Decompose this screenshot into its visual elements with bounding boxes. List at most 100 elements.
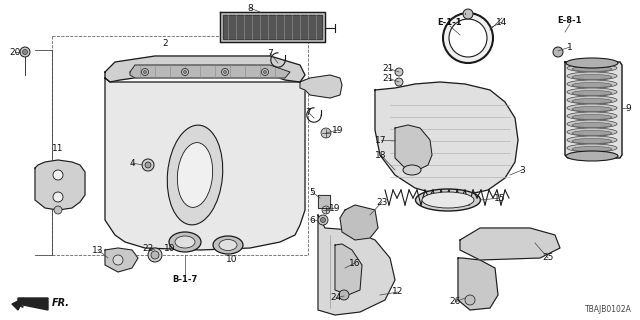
Circle shape [148,248,162,262]
Ellipse shape [572,123,612,127]
Polygon shape [105,56,305,82]
Text: E-1-1: E-1-1 [438,18,462,27]
Text: 10: 10 [227,255,237,265]
Circle shape [20,47,30,57]
Text: 25: 25 [542,253,554,262]
Polygon shape [458,258,498,310]
Text: 2: 2 [162,38,168,47]
Ellipse shape [572,107,612,111]
Polygon shape [318,195,330,208]
Text: 9: 9 [625,103,631,113]
Circle shape [184,70,186,74]
Ellipse shape [567,88,617,96]
Polygon shape [335,244,362,295]
Polygon shape [130,65,290,78]
Ellipse shape [213,236,243,254]
Ellipse shape [572,115,612,119]
Circle shape [321,128,331,138]
Circle shape [443,13,493,63]
Ellipse shape [567,104,617,112]
Text: 17: 17 [375,135,387,145]
Text: 12: 12 [392,287,404,297]
Circle shape [151,251,159,259]
Circle shape [223,70,227,74]
Text: 20: 20 [10,47,20,57]
Circle shape [142,159,154,171]
Text: FR.: FR. [52,298,70,308]
Ellipse shape [175,236,195,248]
Text: E-8-1: E-8-1 [557,15,582,25]
Text: 10: 10 [164,244,176,252]
Circle shape [262,68,269,76]
Polygon shape [318,215,395,315]
Text: 11: 11 [52,143,64,153]
Ellipse shape [572,139,612,143]
Ellipse shape [566,151,618,161]
Circle shape [182,68,189,76]
Polygon shape [375,82,518,195]
Polygon shape [223,15,322,39]
Circle shape [395,78,403,86]
Ellipse shape [567,96,617,104]
Ellipse shape [177,143,212,207]
Ellipse shape [572,83,612,87]
Circle shape [143,70,147,74]
Ellipse shape [572,131,612,135]
Text: 26: 26 [449,298,461,307]
Circle shape [54,206,62,214]
Ellipse shape [567,112,617,120]
Ellipse shape [566,58,618,68]
Polygon shape [220,12,325,42]
Text: 7: 7 [267,49,273,58]
Text: 5: 5 [309,188,315,196]
Ellipse shape [403,165,421,175]
Ellipse shape [567,136,617,144]
Circle shape [449,19,487,57]
Ellipse shape [567,64,617,72]
Text: 19: 19 [332,125,344,134]
Polygon shape [460,228,560,260]
Ellipse shape [572,91,612,95]
Ellipse shape [572,67,612,71]
Text: 16: 16 [349,259,361,268]
Polygon shape [105,78,305,250]
Ellipse shape [422,192,474,208]
Text: 19: 19 [329,204,340,212]
Polygon shape [35,160,85,210]
Ellipse shape [567,128,617,136]
Circle shape [53,170,63,180]
Text: 7: 7 [305,108,311,116]
Text: 8: 8 [247,4,253,12]
Circle shape [22,50,28,54]
Circle shape [221,68,228,76]
Text: 21: 21 [382,74,394,83]
Polygon shape [395,125,432,170]
Text: 1: 1 [567,43,573,52]
Circle shape [463,9,473,19]
Ellipse shape [567,152,617,160]
Text: 24: 24 [330,293,342,302]
Text: 23: 23 [376,197,388,206]
Circle shape [322,206,330,214]
Ellipse shape [567,120,617,128]
Circle shape [141,68,148,76]
Polygon shape [18,298,48,310]
Text: TBAJB0102A: TBAJB0102A [585,305,632,314]
Ellipse shape [572,75,612,79]
Circle shape [145,162,151,168]
Ellipse shape [169,232,201,252]
Ellipse shape [567,144,617,152]
Polygon shape [105,248,138,272]
Text: 14: 14 [496,18,508,27]
Circle shape [321,218,326,222]
Circle shape [113,255,123,265]
Ellipse shape [219,239,237,251]
Text: 13: 13 [92,245,104,254]
Text: 18: 18 [375,150,387,159]
Circle shape [318,215,328,225]
Ellipse shape [572,99,612,103]
Ellipse shape [567,80,617,88]
Polygon shape [300,75,342,98]
Circle shape [53,192,63,202]
Text: B-1-7: B-1-7 [172,276,198,284]
